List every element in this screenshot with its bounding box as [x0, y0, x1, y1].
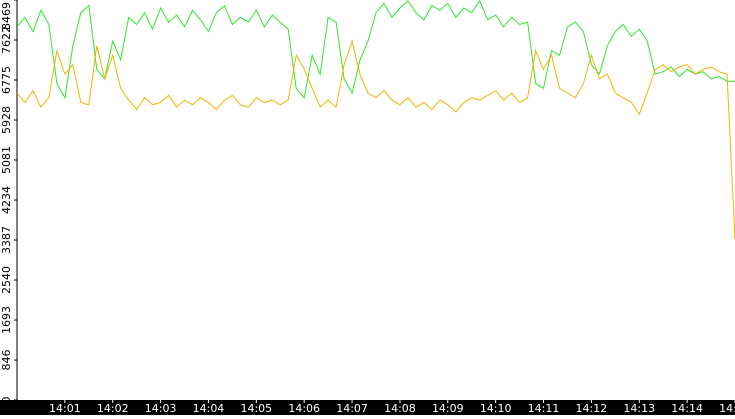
y-tick-label: 5928 [0, 106, 13, 134]
x-tick-label: 14:07 [336, 402, 368, 415]
x-tick-label: 14:15 [719, 402, 735, 415]
x-axis-band [0, 400, 735, 415]
y-tick-label: 6775 [0, 66, 13, 94]
y-tick-label: 2540 [0, 266, 13, 294]
y-tick-label: 5081 [0, 146, 13, 174]
x-tick-label: 14:01 [49, 402, 81, 415]
series-line [17, 39, 735, 240]
y-tick-label: 4234 [0, 186, 13, 214]
y-tick-label: 7622 [0, 26, 13, 54]
x-tick-label: 14:05 [240, 402, 272, 415]
x-tick-label: 14:04 [193, 402, 225, 415]
x-tick-label: 14:03 [145, 402, 177, 415]
x-tick-label: 14:10 [480, 402, 512, 415]
x-tick-label: 14:08 [384, 402, 416, 415]
x-tick-label: 14:14 [671, 402, 703, 415]
x-tick-label: 14:13 [623, 402, 655, 415]
plot-area [17, 0, 735, 240]
y-tick-label: 0 [0, 397, 13, 404]
x-tick-label: 14:09 [432, 402, 464, 415]
y-tick-label: 846 [0, 350, 13, 371]
x-tick-label: 14:12 [576, 402, 608, 415]
y-tick-label: 1693 [0, 306, 13, 334]
y-tick-label: 8469 [0, 2, 13, 30]
x-tick-label: 14:11 [528, 402, 560, 415]
x-tick-label: 14:02 [97, 402, 129, 415]
x-tick-label: 14:06 [288, 402, 320, 415]
series-line [17, 0, 735, 100]
y-tick-label: 3387 [0, 226, 13, 254]
